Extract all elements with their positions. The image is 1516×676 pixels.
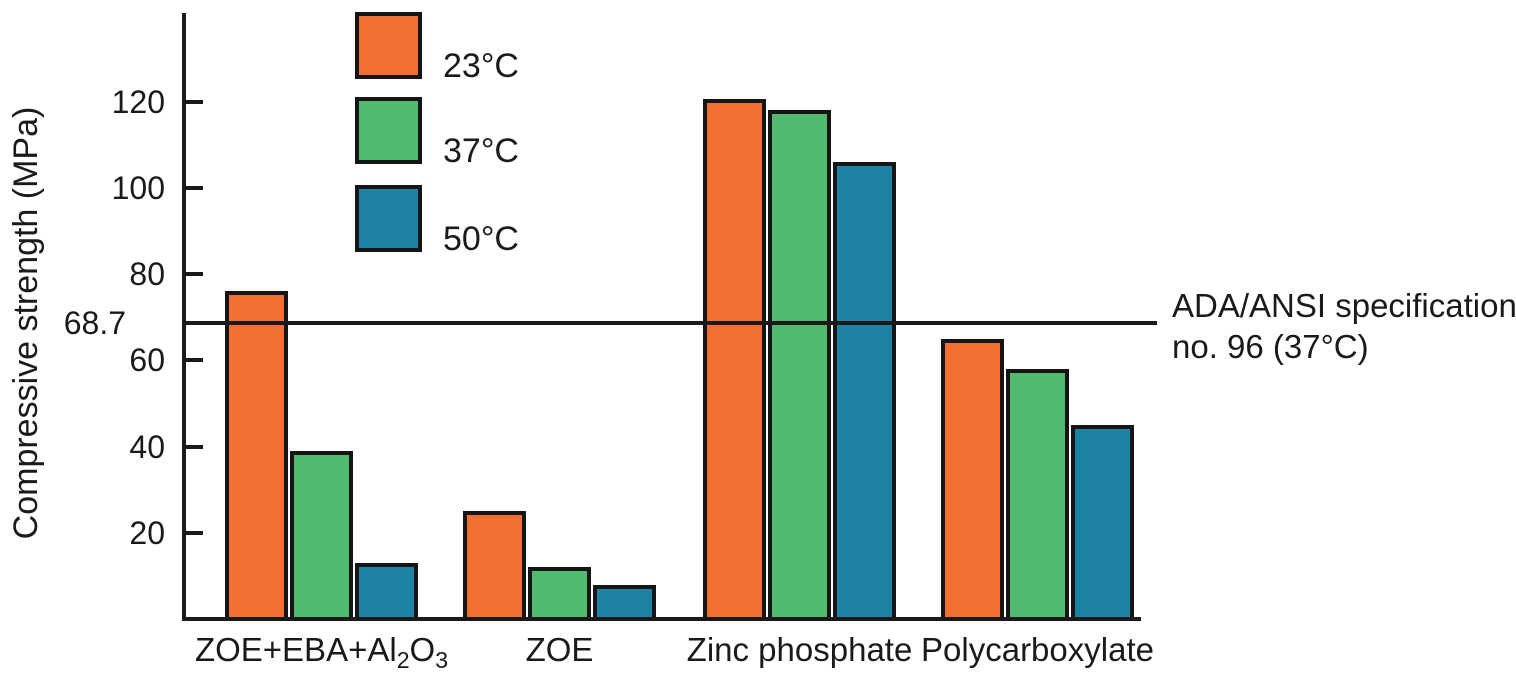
y-tick-60 <box>184 358 203 362</box>
bar-zoe-50C <box>593 585 656 621</box>
category-label-zinc-phosphate: Zinc phosphate <box>686 631 913 668</box>
y-tick-label-120: 120 <box>111 84 165 120</box>
reference-annotation-line-1: ADA/ANSI specification <box>1172 287 1516 324</box>
legend-swatch-50c <box>355 185 422 252</box>
y-axis-title: Compressive strength (MPa) <box>7 106 45 540</box>
y-tick-80 <box>184 272 203 276</box>
legend-swatch-37c <box>355 97 422 164</box>
bar-zoe-eba-al2o3-23C <box>225 291 288 621</box>
bar-zinc-phosphate-50C <box>833 162 896 621</box>
y-tick-label-20: 20 <box>129 515 165 551</box>
legend-swatch-23c <box>355 12 422 79</box>
y-tick-20 <box>184 531 203 535</box>
bar-polycarboxylate-50C <box>1071 425 1134 621</box>
y-tick-label-60: 60 <box>129 342 165 378</box>
bar-zoe-eba-al2o3-37C <box>290 451 353 621</box>
x-axis-line <box>182 617 1141 621</box>
category-label-zoe: ZOE <box>525 631 594 668</box>
ada-ansi-reference-line <box>184 321 1157 325</box>
y-tick-100 <box>184 186 203 190</box>
legend-item-23c: 23°C <box>355 12 519 85</box>
category-label-zoe-eba-al2o3: ZOE+EBA+Al2O3 <box>194 631 449 674</box>
bar-zoe-eba-al2o3-50C <box>355 563 418 621</box>
reference-line-annotation: ADA/ANSI specification no. 96 (37°C) <box>1172 285 1516 367</box>
bar-zoe-37C <box>528 567 591 621</box>
legend-item-37c: 37°C <box>355 97 519 170</box>
bar-zinc-phosphate-23C <box>703 99 766 621</box>
y-tick-120 <box>184 100 203 104</box>
y-tick-label-100: 100 <box>111 170 165 206</box>
legend-label-23c: 23°C <box>443 47 519 85</box>
bar-polycarboxylate-23C <box>941 339 1004 621</box>
bar-zoe-23C <box>463 511 526 621</box>
y-tick-40 <box>184 445 203 449</box>
reference-line-value-label: 68.7 <box>63 305 126 341</box>
category-label-polycarboxylate: Polycarboxylate <box>921 631 1154 668</box>
y-tick-label-40: 40 <box>129 429 165 465</box>
bar-polycarboxylate-37C <box>1006 369 1069 621</box>
reference-annotation-line-2: no. 96 (37°C) <box>1172 328 1369 365</box>
legend-label-37c: 37°C <box>443 132 519 170</box>
legend-label-50c: 50°C <box>443 220 519 258</box>
bar-zinc-phosphate-37C <box>768 110 831 621</box>
y-tick-label-80: 80 <box>129 256 165 292</box>
y-axis-line <box>182 13 186 621</box>
legend-item-50c: 50°C <box>355 185 519 258</box>
